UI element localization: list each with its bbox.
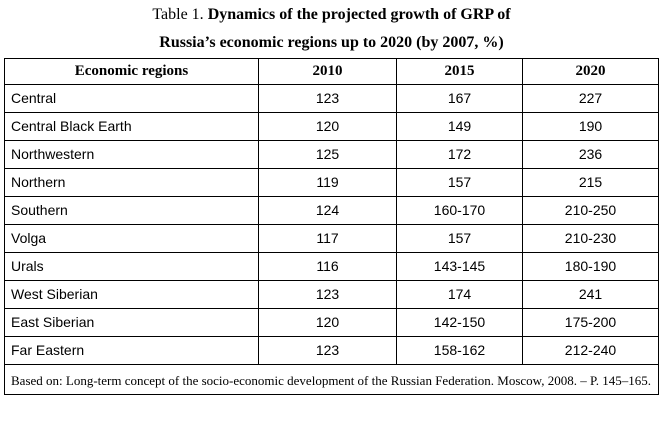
- value-2010: 117: [258, 224, 397, 253]
- value-2015: 158-162: [396, 336, 523, 365]
- value-2015: 174: [396, 280, 523, 309]
- value-2010: 120: [258, 112, 397, 141]
- header-2020: 2020: [522, 58, 659, 85]
- value-2015: 143-145: [396, 252, 523, 281]
- value-2020: 210-230: [522, 224, 659, 253]
- source-note-row: Based on: Long-term concept of the socio…: [4, 364, 659, 395]
- region-name: Northwestern: [4, 140, 259, 169]
- value-2010: 116: [258, 252, 397, 281]
- value-2010: 123: [258, 280, 397, 309]
- table-row: West Siberian 123 174 241: [4, 280, 659, 309]
- table-row: Northwestern 125 172 236: [4, 140, 659, 169]
- value-2010: 123: [258, 336, 397, 365]
- header-economic-regions: Economic regions: [4, 58, 259, 85]
- region-name: Far Eastern: [4, 336, 259, 365]
- value-2020: 180-190: [522, 252, 659, 281]
- grp-table: Economic regions 2010 2015 2020 Central …: [4, 58, 659, 395]
- table-title-part-2: Russia’s economic regions up to 2020 (by…: [159, 34, 504, 51]
- value-2015: 149: [396, 112, 523, 141]
- table-header-row: Economic regions 2010 2015 2020: [4, 58, 659, 85]
- value-2020: 215: [522, 168, 659, 197]
- table-row: Far Eastern 123 158-162 212-240: [4, 336, 659, 365]
- value-2010: 119: [258, 168, 397, 197]
- value-2010: 124: [258, 196, 397, 225]
- value-2010: 125: [258, 140, 397, 169]
- value-2015: 167: [396, 84, 523, 113]
- value-2015: 160-170: [396, 196, 523, 225]
- value-2020: 241: [522, 280, 659, 309]
- region-name: West Siberian: [4, 280, 259, 309]
- table-row: East Siberian 120 142-150 175-200: [4, 308, 659, 337]
- table-caption-line-2: Russia’s economic regions up to 2020 (by…: [0, 33, 663, 53]
- table-row: Urals 116 143-145 180-190: [4, 252, 659, 281]
- value-2020: 175-200: [522, 308, 659, 337]
- region-name: Southern: [4, 196, 259, 225]
- value-2020: 212-240: [522, 336, 659, 365]
- region-name: Central: [4, 84, 259, 113]
- value-2020: 210-250: [522, 196, 659, 225]
- region-name: Urals: [4, 252, 259, 281]
- value-2010: 123: [258, 84, 397, 113]
- region-name: Northern: [4, 168, 259, 197]
- value-2015: 172: [396, 140, 523, 169]
- region-name: Central Black Earth: [4, 112, 259, 141]
- value-2015: 142-150: [396, 308, 523, 337]
- value-2020: 190: [522, 112, 659, 141]
- header-2010: 2010: [258, 58, 397, 85]
- value-2020: 236: [522, 140, 659, 169]
- region-name: East Siberian: [4, 308, 259, 337]
- value-2020: 227: [522, 84, 659, 113]
- table-title-part-1: Dynamics of the projected growth of GRP …: [207, 6, 511, 23]
- source-note: Based on: Long-term concept of the socio…: [4, 364, 659, 395]
- grp-table-container: Economic regions 2010 2015 2020 Central …: [4, 58, 659, 395]
- value-2015: 157: [396, 224, 523, 253]
- table-row: Central 123 167 227: [4, 84, 659, 113]
- header-2015: 2015: [396, 58, 523, 85]
- table-row: Northern 119 157 215: [4, 168, 659, 197]
- table-row: Southern 124 160-170 210-250: [4, 196, 659, 225]
- table-row: Central Black Earth 120 149 190: [4, 112, 659, 141]
- region-name: Volga: [4, 224, 259, 253]
- table-row: Volga 117 157 210-230: [4, 224, 659, 253]
- value-2015: 157: [396, 168, 523, 197]
- table-number: Table 1.: [152, 6, 208, 23]
- value-2010: 120: [258, 308, 397, 337]
- table-caption-line-1: Table 1. Dynamics of the projected growt…: [0, 5, 663, 25]
